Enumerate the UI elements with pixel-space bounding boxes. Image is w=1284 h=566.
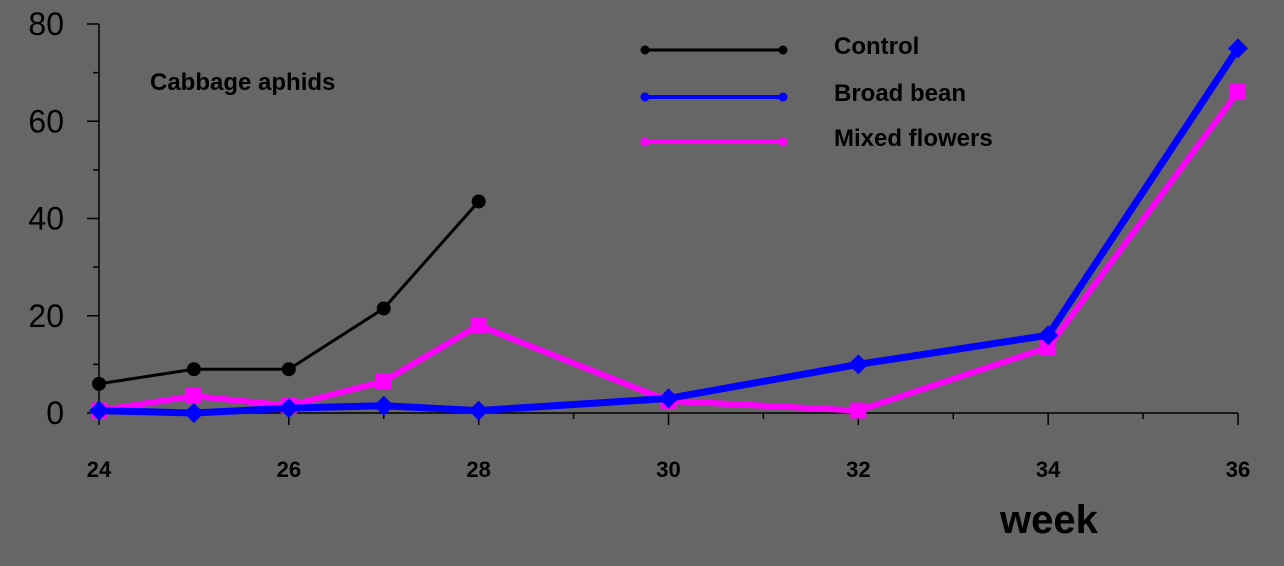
legend: Control Broad bean Mixed flowers	[640, 33, 993, 152]
x-tick-label: 30	[656, 457, 680, 482]
x-tick-label: 32	[846, 457, 870, 482]
data-point-mixed-flowers	[185, 387, 202, 404]
series-layer	[89, 38, 1248, 423]
x-tick-label: 36	[1226, 457, 1250, 482]
data-point-broad-bean	[183, 403, 204, 423]
data-point-broad-bean	[278, 398, 299, 419]
legend-label: Broad bean	[834, 80, 966, 107]
y-tick-label: 40	[28, 201, 64, 237]
chart-annotation: Cabbage aphids	[150, 69, 335, 96]
data-point-broad-bean	[658, 388, 679, 409]
y-tick-label: 60	[28, 103, 64, 139]
data-point-broad-bean	[848, 354, 869, 375]
legend-item-control: Control	[640, 33, 919, 60]
data-point-mixed-flowers	[1230, 84, 1246, 101]
y-tick-label: 0	[46, 395, 64, 431]
legend-marker	[778, 92, 788, 102]
data-point-broad-bean	[89, 400, 109, 421]
series-control	[92, 194, 486, 391]
data-point-control	[376, 301, 391, 316]
x-tick-label: 24	[87, 457, 112, 482]
series-broad-bean	[89, 38, 1248, 423]
series-line-mixed-flowers	[98, 90, 1241, 414]
data-point-broad-bean	[373, 395, 394, 416]
legend-marker	[640, 92, 650, 102]
y-tick-label: 80	[28, 6, 64, 42]
data-point-control	[92, 376, 106, 391]
x-tick-label: 34	[1036, 457, 1061, 482]
data-point-broad-bean	[1038, 325, 1059, 346]
x-tick-label: 26	[277, 457, 301, 482]
data-point-mixed-flowers	[1040, 339, 1057, 356]
legend-marker	[640, 45, 650, 55]
data-point-broad-bean	[1228, 38, 1248, 59]
data-point-mixed-flowers	[375, 373, 392, 390]
x-tick-label: 28	[466, 457, 490, 482]
y-tick-label: 20	[28, 298, 64, 334]
data-point-broad-bean	[468, 400, 489, 421]
legend-label: Mixed flowers	[834, 125, 993, 152]
data-point-control	[281, 362, 296, 377]
x-axis-label: week	[999, 498, 1099, 542]
legend-item-broad-bean: Broad bean	[640, 80, 966, 107]
series-line-broad-bean	[98, 46, 1241, 417]
legend-marker	[778, 45, 788, 55]
legend-label: Control	[834, 33, 919, 60]
data-point-mixed-flowers	[470, 317, 487, 334]
data-point-control	[186, 362, 201, 377]
legend-marker	[640, 137, 650, 147]
data-point-control	[471, 194, 486, 209]
legend-marker	[778, 137, 788, 147]
axes: 0 20 40 60 80 24 26 28 30 32 34 36	[28, 6, 1250, 482]
legend-item-mixed-flowers: Mixed flowers	[640, 125, 993, 152]
data-point-mixed-flowers	[850, 402, 867, 419]
